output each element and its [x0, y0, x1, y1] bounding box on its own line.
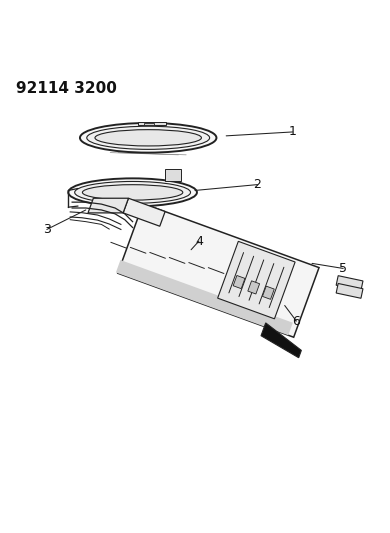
Polygon shape	[165, 168, 181, 181]
Polygon shape	[116, 260, 293, 335]
Ellipse shape	[80, 123, 216, 152]
Text: 5: 5	[339, 262, 347, 275]
Ellipse shape	[68, 179, 197, 206]
Polygon shape	[248, 281, 260, 294]
Polygon shape	[88, 198, 128, 213]
Polygon shape	[138, 122, 166, 125]
Text: 92114 3200: 92114 3200	[16, 81, 117, 96]
Ellipse shape	[95, 130, 201, 146]
Polygon shape	[262, 286, 274, 300]
Polygon shape	[336, 284, 363, 298]
Text: 1: 1	[289, 125, 296, 139]
Ellipse shape	[87, 126, 210, 149]
Polygon shape	[218, 241, 295, 319]
Ellipse shape	[75, 181, 191, 204]
Polygon shape	[123, 198, 165, 226]
Polygon shape	[144, 123, 154, 125]
Ellipse shape	[82, 184, 183, 200]
Polygon shape	[118, 204, 319, 337]
Text: 6: 6	[292, 314, 300, 328]
Polygon shape	[261, 323, 301, 358]
Text: 4: 4	[195, 235, 203, 248]
Polygon shape	[233, 276, 245, 289]
Polygon shape	[336, 276, 363, 290]
Text: 3: 3	[43, 223, 51, 236]
Text: 2: 2	[254, 178, 261, 191]
